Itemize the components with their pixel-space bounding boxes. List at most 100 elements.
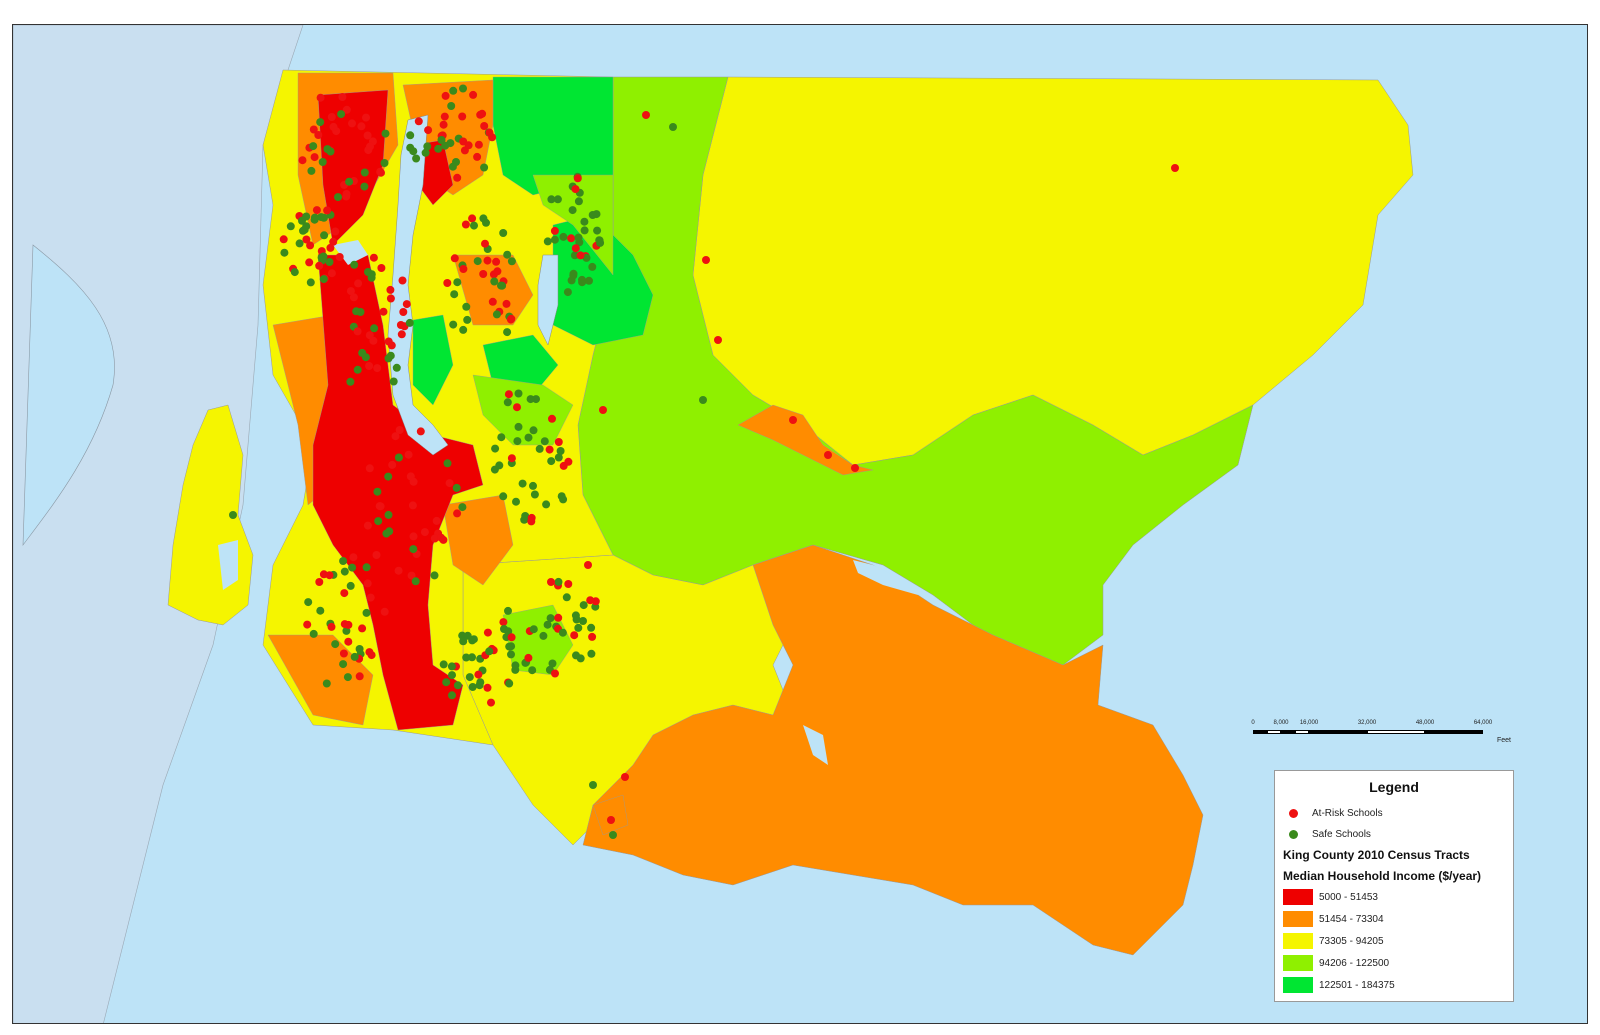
at-risk-school-point [445, 479, 454, 488]
safe-school-point [512, 497, 520, 506]
safe-school-point [574, 197, 583, 206]
at-risk-school-point [404, 450, 413, 459]
legend: Legend At-Risk Schools Safe Schools King… [1274, 770, 1514, 1002]
quartermaster-harbor [218, 540, 238, 590]
safe-school-point [505, 679, 514, 688]
safe-school-point [465, 673, 474, 682]
safe-school-point [459, 325, 468, 334]
safe-school-point [360, 168, 369, 177]
scale-tick-label: 0 [1251, 720, 1255, 726]
safe-school-point [447, 662, 456, 671]
at-risk-school-point [349, 293, 358, 302]
at-risk-school-point [481, 239, 489, 248]
safe-school-point [563, 288, 572, 297]
at-risk-school-point [363, 521, 372, 530]
at-risk-school-point [373, 364, 382, 373]
safe-school-point [550, 235, 559, 244]
safe-school-point [580, 226, 589, 235]
at-risk-school-point [369, 336, 378, 345]
at-risk-school-point [545, 445, 554, 454]
at-risk-school-point [474, 670, 483, 679]
safe-school-point [499, 229, 508, 237]
map-canvas[interactable] [13, 25, 1588, 1024]
safe-school-point [539, 631, 548, 640]
safe-school-point [480, 163, 489, 172]
safe-school-point [503, 250, 512, 259]
scale-tick-label: 48,000 [1415, 720, 1435, 726]
tract-orange-issaquah-strip [737, 404, 874, 476]
safe-school-point [473, 257, 482, 266]
safe-school-point [370, 324, 379, 333]
safe-school-point [529, 426, 538, 435]
at-risk-school-point [547, 578, 555, 586]
safe-school-point [579, 601, 588, 610]
at-risk-school-point [485, 128, 494, 137]
safe-school-point [540, 437, 549, 446]
legend-class-label: 94206 - 122500 [1319, 957, 1390, 969]
at-risk-school-point [573, 174, 582, 183]
at-risk-school-point [279, 235, 288, 244]
safe-school-point [298, 216, 306, 225]
safe-school-point [543, 237, 552, 246]
at-risk-school-point [584, 561, 592, 569]
scale-tick-label: 64,000 [1473, 720, 1493, 726]
safe-school-point [309, 142, 318, 151]
at-risk-school-point [399, 308, 408, 316]
at-risk-school-point [478, 109, 487, 118]
at-risk-school-point [483, 256, 492, 265]
tract-greenyellow-south [502, 604, 574, 676]
safe-school-point [587, 649, 596, 658]
at-risk-school-point [325, 571, 334, 580]
at-risk-school-point [305, 258, 314, 267]
safe-school-point [323, 145, 332, 154]
at-risk-school-point [499, 618, 508, 627]
at-risk-school-point [335, 253, 344, 261]
green-dot-icon [1289, 830, 1298, 839]
at-risk-school-point [362, 113, 370, 122]
safe-school-point [319, 213, 328, 222]
at-risk-school-point [453, 173, 462, 182]
at-risk-school-point [588, 632, 597, 641]
safe-school-point [439, 660, 448, 669]
safe-school-point [448, 671, 456, 680]
at-risk-school-point [469, 90, 478, 99]
safe-school-point [384, 510, 393, 519]
safe-school-point [453, 681, 462, 690]
safe-school-point [421, 148, 430, 157]
safe-school-point [530, 490, 539, 499]
scale-tick-label: 32,000 [1357, 720, 1377, 726]
at-risk-school-point [327, 622, 336, 631]
safe-school-point [568, 206, 577, 215]
safe-school-point [547, 195, 556, 204]
at-risk-school-point [459, 265, 468, 273]
legend-class-5: 122501 - 184375 [1283, 977, 1395, 993]
safe-school-point [459, 637, 468, 646]
safe-school-point [482, 218, 490, 227]
safe-school-point [513, 437, 522, 446]
scale-segment [1425, 730, 1483, 734]
safe-school-point [498, 281, 507, 290]
safe-school-point [535, 444, 544, 453]
at-risk-school-point [388, 460, 397, 469]
scale-segment [1267, 730, 1281, 734]
safe-school-point [669, 123, 677, 131]
at-risk-school-point [367, 651, 376, 660]
at-risk-school-point [315, 578, 324, 586]
safe-school-point [554, 577, 563, 586]
at-risk-school-point [342, 192, 351, 201]
safe-school-point [542, 500, 551, 509]
safe-school-point [503, 328, 512, 337]
at-risk-school-point [355, 672, 364, 681]
safe-school-point [449, 320, 458, 329]
safe-school-point [569, 269, 578, 278]
at-risk-school-point [402, 300, 411, 309]
safe-school-point [316, 118, 325, 127]
tract-orange-renton [442, 494, 514, 586]
safe-school-point [337, 110, 346, 119]
scale-bar: 0 8,000 16,000 32,000 48,000 64,000 Feet [1251, 720, 1513, 760]
safe-school-point [526, 395, 535, 404]
safe-school-point [593, 226, 602, 235]
safe-school-point [280, 248, 289, 257]
at-risk-school-point [492, 257, 501, 266]
safe-school-point [699, 396, 707, 404]
